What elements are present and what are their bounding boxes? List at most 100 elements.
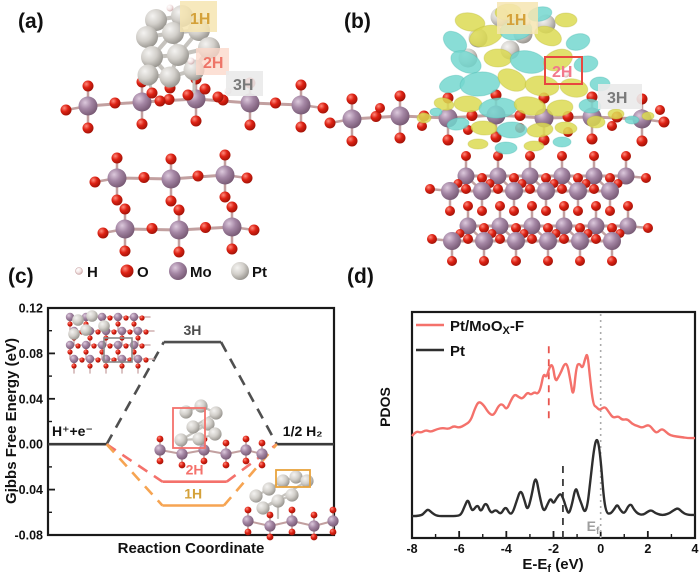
o-atom	[192, 170, 204, 182]
o-atom	[226, 243, 238, 255]
o-atom	[541, 206, 551, 216]
pdos-x-axis-title: E-Ef (eV)	[522, 556, 583, 573]
label: -0.04	[15, 483, 44, 497]
label: -8	[406, 542, 417, 556]
pt-atom	[208, 427, 222, 441]
legend-h-sphere	[75, 267, 83, 275]
pt-atom	[300, 474, 314, 488]
isosurface-yellow	[554, 121, 578, 135]
h-atom-2h	[562, 70, 570, 78]
mo-atom	[215, 165, 235, 185]
o-atom	[575, 256, 585, 266]
o-atom	[557, 151, 567, 161]
o-atom	[173, 246, 185, 258]
o-atom	[463, 201, 473, 211]
gibbs-inset-structures	[65, 310, 339, 541]
mo-atom	[619, 217, 637, 235]
mo-atom	[78, 96, 98, 116]
o-atom	[95, 357, 101, 363]
pt-atom	[167, 44, 189, 66]
inset-1h-box	[275, 469, 311, 488]
o-atom	[143, 329, 149, 335]
label: -6	[454, 542, 465, 556]
tag-2h-label: 2H	[552, 64, 572, 81]
mo-atom	[65, 312, 75, 322]
o-atom	[89, 176, 101, 188]
o-atom	[138, 172, 150, 183]
atom-legend: H O Mo Pt	[75, 262, 267, 281]
pt-atom	[285, 488, 299, 502]
mo-atom	[601, 182, 619, 200]
tag-3h-label: 3H	[233, 77, 253, 94]
mo-atom	[240, 444, 252, 456]
mo-atom	[198, 444, 210, 456]
isosurface-yellow	[524, 75, 560, 97]
isosurface-yellow	[497, 68, 527, 92]
legend-mo-sphere	[169, 262, 187, 280]
mo-atom	[473, 182, 491, 200]
isosurface-yellow	[586, 115, 606, 129]
pt-atom	[86, 310, 98, 322]
o-atom	[200, 457, 208, 465]
o-atom	[146, 223, 158, 234]
label: 4	[692, 542, 699, 556]
mo-atom	[65, 340, 75, 350]
mo-atom	[97, 312, 107, 322]
o-atom	[607, 223, 617, 233]
mo-atom	[537, 182, 555, 200]
o-atom	[621, 151, 631, 161]
o-atom	[139, 343, 145, 349]
o-atom	[244, 528, 252, 536]
o-atom	[479, 256, 489, 266]
o-atom	[178, 461, 186, 469]
isosurface-yellow	[607, 108, 625, 120]
pt-atom	[145, 9, 167, 31]
label: -2	[548, 542, 559, 556]
o-atom	[119, 245, 131, 257]
mo-atom	[117, 326, 127, 336]
mo-atom	[129, 312, 139, 322]
o-atom	[119, 203, 131, 215]
mo-atom	[553, 167, 571, 185]
o-atom	[295, 79, 307, 91]
isosurface-yellow	[526, 122, 554, 138]
o-atom	[288, 528, 296, 536]
isosurface-yellow	[483, 48, 513, 68]
o-atom	[82, 122, 94, 134]
o-atom	[219, 149, 231, 161]
mo-atom	[555, 217, 573, 235]
o-atom	[123, 315, 129, 321]
mo-atom	[242, 515, 254, 527]
mo-atom	[154, 444, 166, 456]
o-atom	[559, 234, 569, 244]
legend-label-pt: Pt	[450, 343, 465, 360]
o-atom	[111, 329, 117, 335]
tag-1h-highlight	[180, 1, 217, 32]
label: 1H	[184, 485, 202, 501]
o-atom	[575, 223, 585, 233]
o-atom	[447, 256, 457, 266]
mo-atom	[505, 182, 523, 200]
label: -4	[501, 542, 512, 556]
mo-atom	[617, 167, 635, 185]
h-atom-1h	[166, 4, 174, 12]
o-atom	[329, 506, 337, 514]
o-atom	[591, 201, 601, 211]
o-atom	[60, 104, 72, 116]
o-atom	[589, 184, 599, 194]
panel-a-tags: 1H 2H 3H	[180, 1, 263, 96]
o-atom	[375, 103, 385, 113]
isosurface-cyan	[446, 117, 470, 131]
o-atom	[466, 110, 478, 121]
mo-atom	[491, 217, 509, 235]
mo-atom	[390, 106, 410, 126]
pt-atom	[186, 420, 200, 434]
isosurface-yellow	[523, 140, 545, 152]
connector-dashed	[222, 443, 278, 507]
o-atom	[143, 357, 149, 363]
o-atom	[111, 152, 123, 164]
pdos-y-axis-title: PDOS	[377, 387, 393, 427]
o-atom	[156, 457, 164, 465]
o-atom	[182, 89, 194, 101]
o-atom	[119, 363, 125, 369]
